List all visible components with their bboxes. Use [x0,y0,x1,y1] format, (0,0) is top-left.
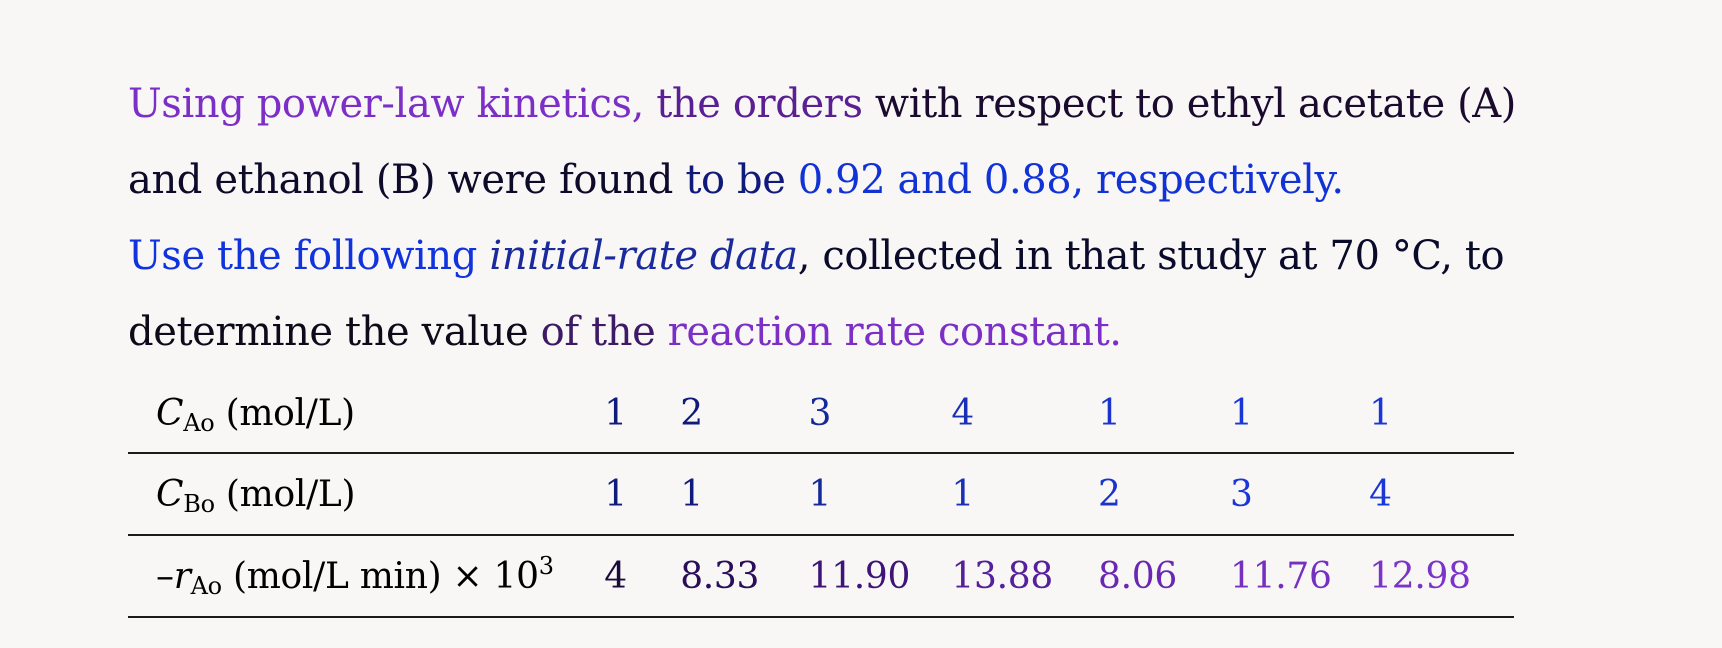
table-cell: 2 [680,374,809,454]
paragraph1-segment: Using power-law kinetics, [128,81,657,127]
row-label: CBo (mol/L) [128,453,605,536]
table-cell: 1 [1097,374,1230,454]
paragraph2-segment: initial-rate data [489,233,798,279]
table-cell: 3 [808,374,952,454]
paragraph2-segment: of the [540,309,668,355]
table-cell: 8.06 [1097,535,1230,618]
table-cell: 1 [604,374,681,454]
row-label: CAo (mol/L) [128,374,605,454]
row-label: –rAo (mol/L min) × 103 [128,535,605,618]
paragraph1-segment: with respect to ethyl acetate (A) [874,81,1516,127]
instruction-paragraph: Use the following initial-rate data, col… [128,218,1628,370]
table-cell: 12.98 [1369,535,1514,618]
label-prefix: – [156,555,174,597]
table-cell: 1 [680,453,809,536]
table-cell: 3 [1230,453,1370,536]
table-cell: 4 [951,374,1098,454]
initial-rate-table: CAo (mol/L) 1 2 3 4 1 1 1 CBo (mol/L) 1 1 1 1 2 3 4 –rAo… [128,374,1514,618]
intro-paragraph: Using power-law kinetics, the orders wit… [128,66,1628,218]
label-symbol: C [156,473,184,515]
paragraph2-segment: Use the following [128,233,490,279]
table-cell: 1 [604,453,681,536]
table-cell: 1 [1230,374,1370,454]
label-unit: (mol/L min) × 10 [221,555,539,597]
label-subscript: Ao [190,571,222,600]
paragraph1-segment: and ethanol (B) were found [128,157,686,203]
paragraph1-segment: the orders [656,81,875,127]
table-cell: 11.90 [808,535,952,618]
paragraph1-segment: 0.92 and 0.88, respectively. [797,157,1344,203]
table-cell: 2 [1097,453,1230,536]
table-cell: 4 [1369,453,1514,536]
label-unit: (mol/L) [214,473,356,515]
label-subscript: Bo [183,489,215,518]
label-superscript: 3 [538,551,554,580]
paragraph2-segment: , collected in that study at 70 °C, to [797,233,1505,279]
table-cell: 13.88 [951,535,1098,618]
table-cell: 11.76 [1230,535,1370,618]
table-cell: 1 [808,453,952,536]
table-cell: 8.33 [680,535,809,618]
table-row: CAo (mol/L) 1 2 3 4 1 1 1 [128,374,1514,454]
table-body: CAo (mol/L) 1 2 3 4 1 1 1 CBo (mol/L) 1 1 1 1 2 3 4 –rAo… [128,374,1514,618]
table-cell: 1 [1369,374,1514,454]
table-row: CBo (mol/L) 1 1 1 1 2 3 4 [128,453,1514,536]
label-symbol: r [173,555,191,597]
table-cell: 1 [951,453,1098,536]
paragraph1-segment: to be [685,157,798,203]
label-unit: (mol/L) [214,392,356,434]
table-row: –rAo (mol/L min) × 103 4 8.33 11.90 13.88 8.0… [128,535,1514,618]
paragraph2-segment: determine the value [128,309,541,355]
label-symbol: C [156,392,184,434]
label-subscript: Ao [183,408,215,437]
paragraph2-segment: reaction rate constant. [667,309,1122,355]
table-cell: 4 [604,535,681,618]
